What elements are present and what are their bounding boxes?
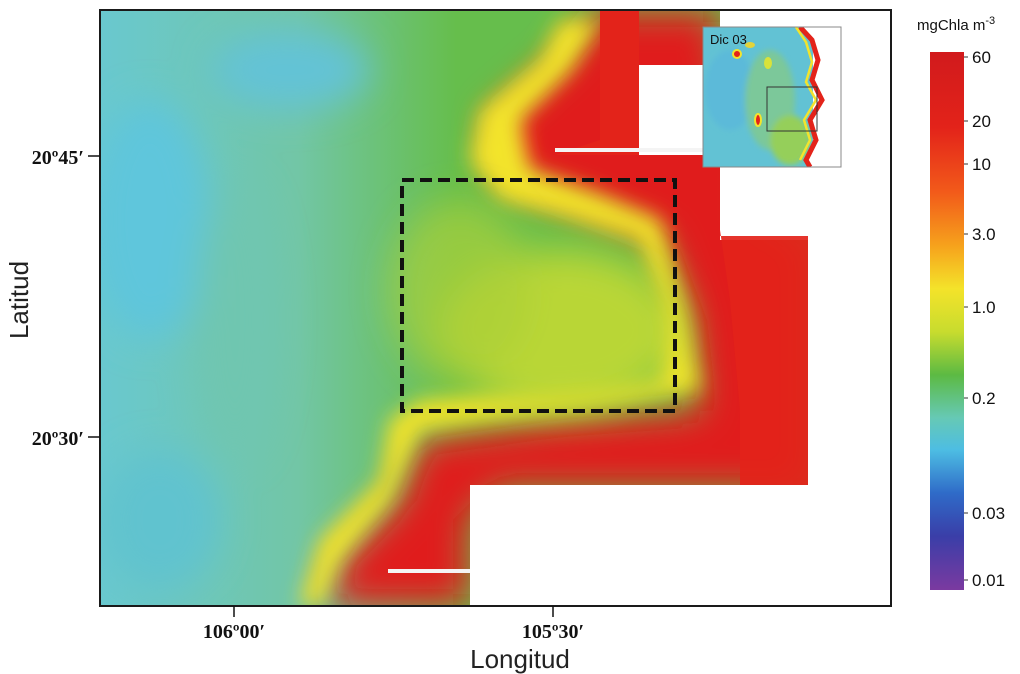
land-north xyxy=(639,65,705,155)
coast-red-east xyxy=(720,150,808,485)
colorbar-legend: mgChla m-3 60 20 10 3.0 1.0 0.2 0.03 0.01 xyxy=(917,15,1005,590)
colorbar-tick-label: 1.0 xyxy=(972,298,996,317)
inner-yellow-green-zone xyxy=(390,200,680,410)
inset-label: Dic 03 xyxy=(710,32,747,47)
inset-frame xyxy=(702,26,842,168)
study-area-dashed-box xyxy=(400,178,677,413)
y-tick-label: 20º30′ xyxy=(32,428,84,450)
inset-hotspot xyxy=(764,57,772,69)
map-frame xyxy=(99,9,892,607)
colorbar-title-superscript: -3 xyxy=(985,15,995,27)
coast-red-north xyxy=(555,10,639,155)
colorbar-tick-label: 60 xyxy=(972,48,991,67)
inset-hotspot xyxy=(754,113,762,127)
inset-locator-box xyxy=(766,86,818,132)
colorbar-tick-label: 0.2 xyxy=(972,389,996,408)
high-chlorophyll-band xyxy=(330,10,810,606)
colorbar-tick-label: 0.03 xyxy=(972,504,1005,523)
colorbar-ticks: 60 20 10 3.0 1.0 0.2 0.03 0.01 xyxy=(964,48,1005,590)
x-tick-label: 105º30′ xyxy=(522,621,584,643)
colorbar-tick-label: 3.0 xyxy=(972,225,996,244)
inset-map: Dic 03 xyxy=(702,26,842,168)
mid-chlorophyll-band xyxy=(300,20,700,606)
axes: 20º45′ 20º30′ 106º00′ 105º30′ Longitud L… xyxy=(4,147,584,674)
inset-hotspot xyxy=(732,49,742,59)
colorbar-tick-label: 20 xyxy=(972,112,991,131)
y-axis-title: Latitud xyxy=(4,261,34,339)
inset-hotspot xyxy=(745,42,755,48)
colorbar-title: mgChla m-3 xyxy=(917,15,995,34)
low-chlorophyll-patches xyxy=(100,30,370,590)
x-tick-label: 106º00′ xyxy=(203,621,265,643)
colorbar-ramp xyxy=(930,52,964,590)
x-axis-title: Longitud xyxy=(470,644,570,674)
y-tick-label: 20º45′ xyxy=(32,147,84,169)
colorbar-tick-label: 0.01 xyxy=(972,571,1005,590)
colorbar-tick-label: 10 xyxy=(972,155,991,174)
